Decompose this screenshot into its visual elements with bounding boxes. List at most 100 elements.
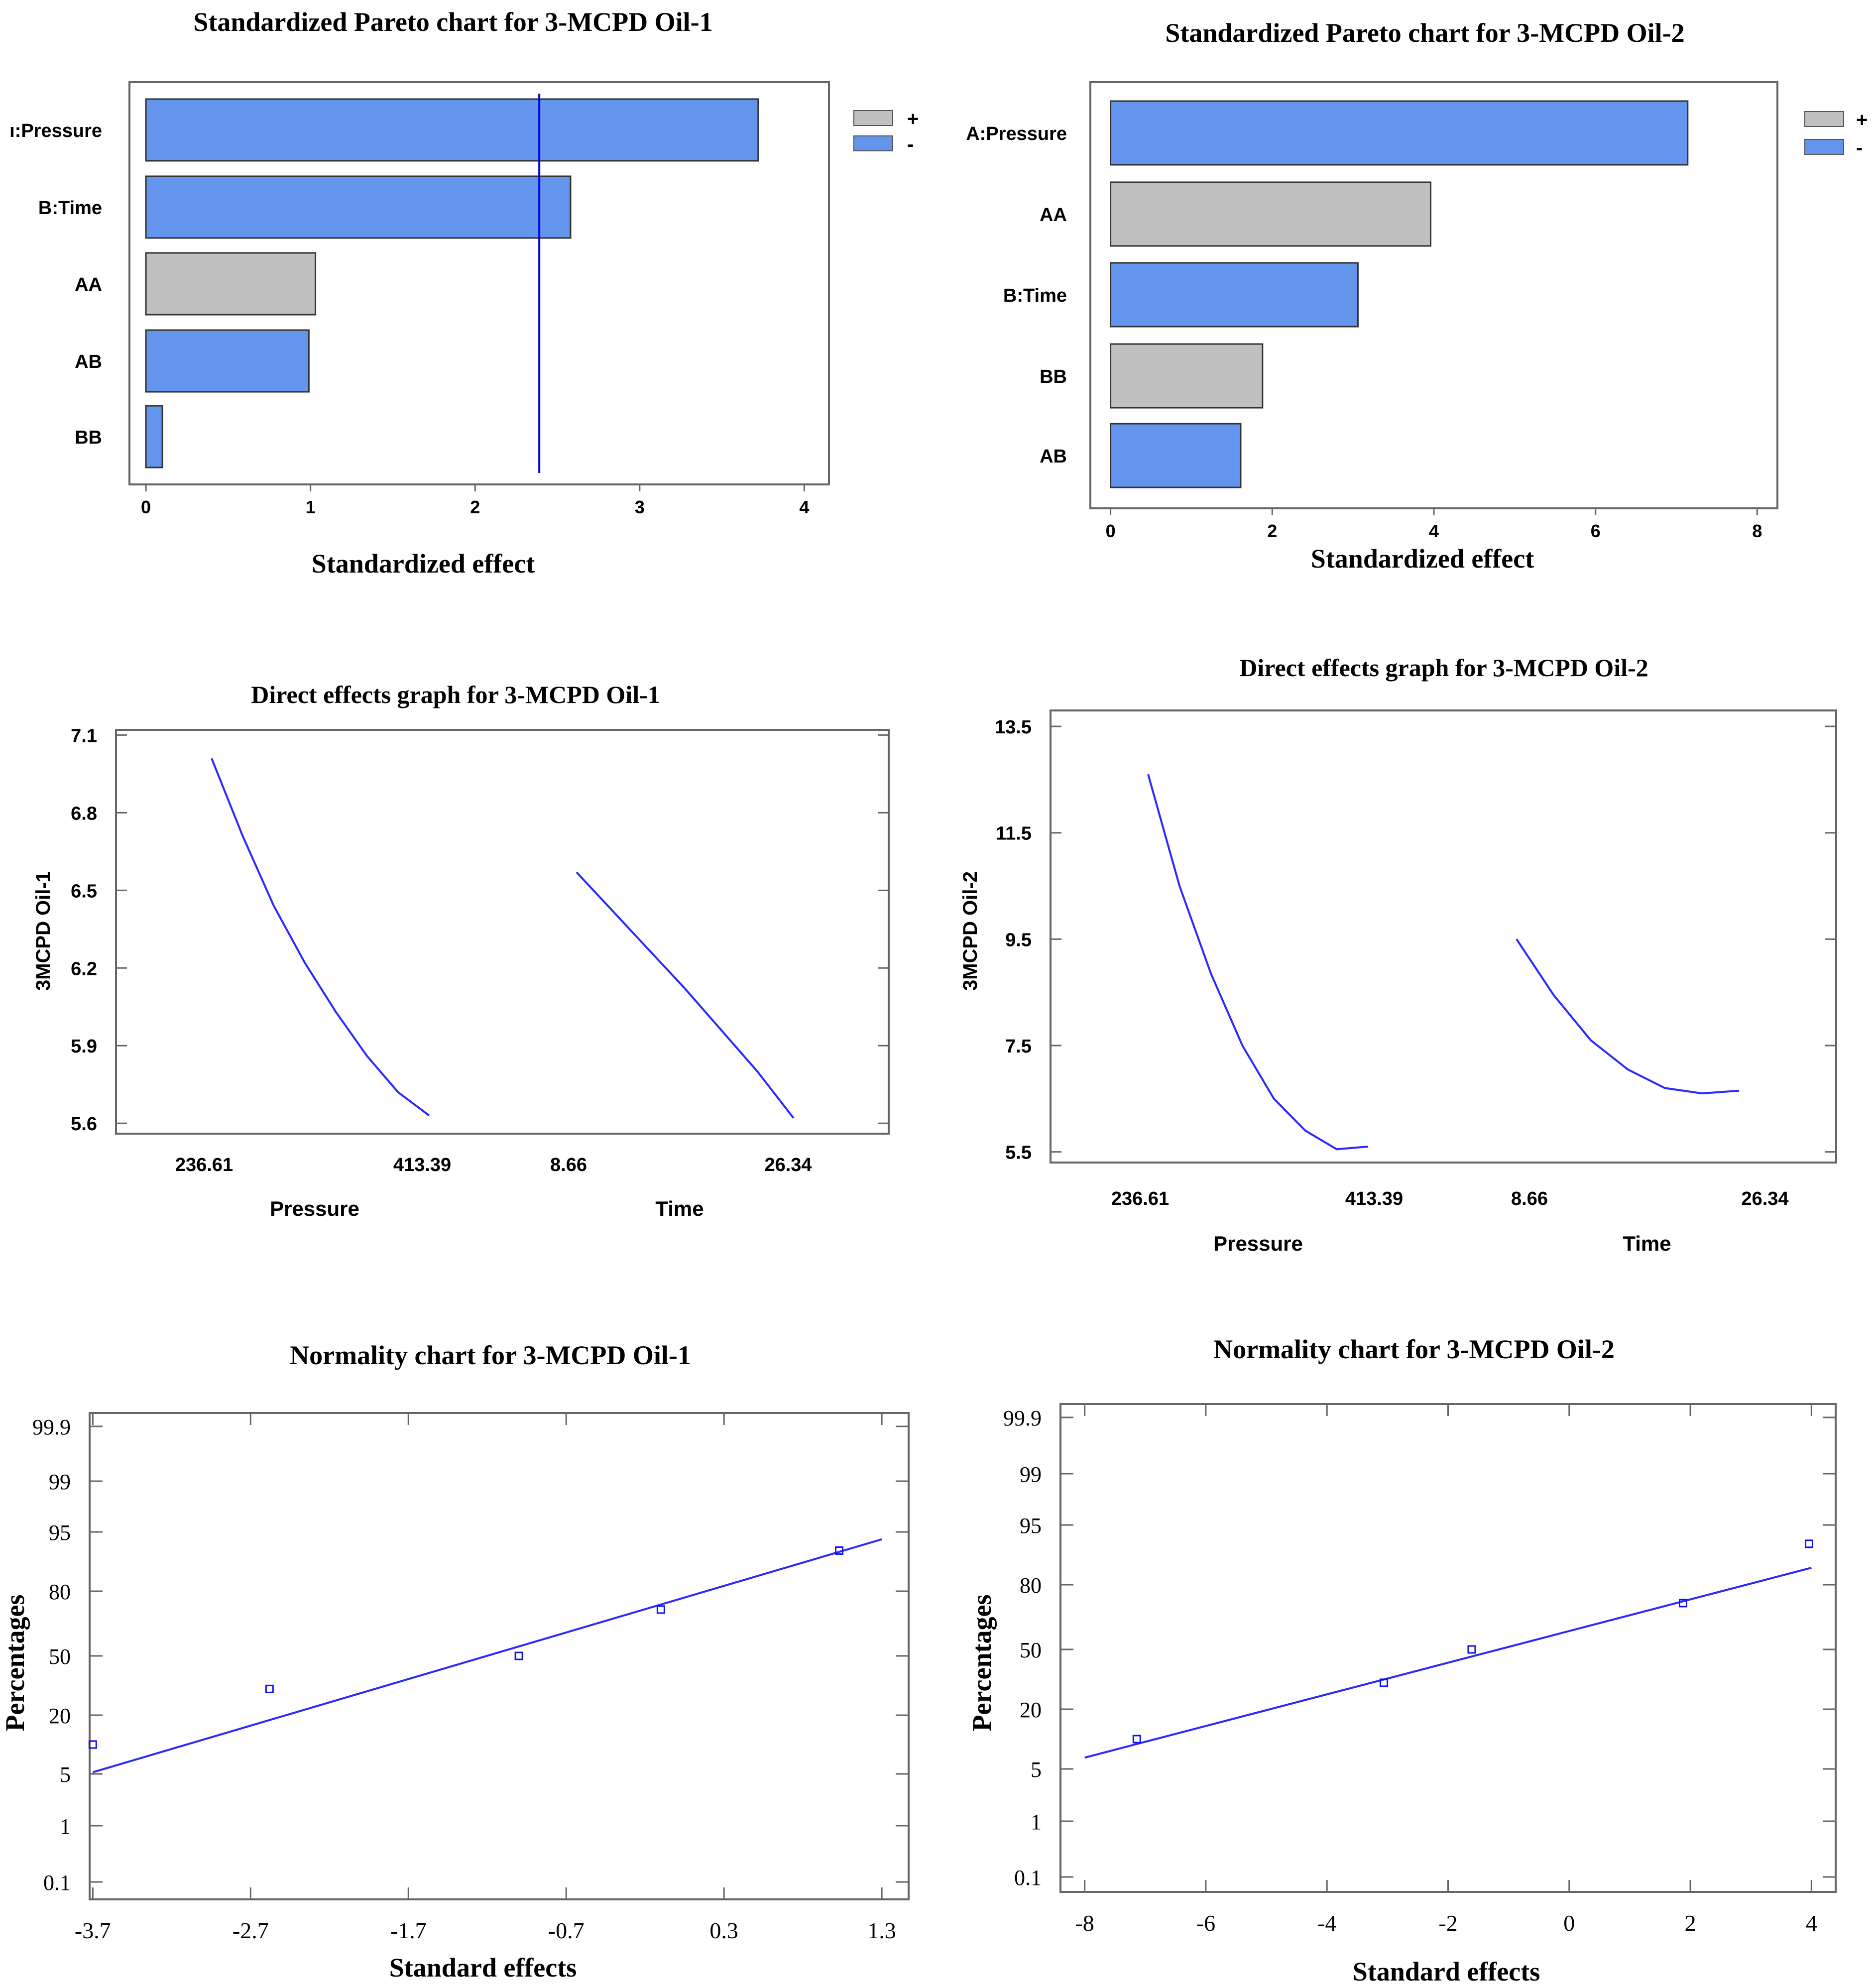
factor-name-label: Pressure bbox=[1213, 1232, 1303, 1255]
x-tick-label: 1.3 bbox=[867, 1918, 896, 1943]
pareto1-plot-frame bbox=[128, 81, 830, 485]
x-tick-label: -2 bbox=[1438, 1910, 1457, 1936]
category-label: BB bbox=[75, 427, 102, 448]
y-tick-label: 80 bbox=[1020, 1573, 1042, 1598]
x-tick-label: 1 bbox=[306, 497, 316, 517]
x-tick-label: 3 bbox=[635, 497, 645, 517]
normal1-title: Normality chart for 3-MCPD Oil-1 bbox=[290, 1340, 691, 1370]
y-tick-label: 1 bbox=[60, 1814, 71, 1839]
direct2-plot-frame bbox=[1050, 709, 1837, 1164]
category-label: AA bbox=[1040, 205, 1067, 226]
x-tick-label: -6 bbox=[1196, 1910, 1215, 1936]
pareto1-title: Standardized Pareto chart for 3-MCPD Oil… bbox=[193, 7, 712, 37]
pareto1-legend: + - bbox=[853, 108, 919, 155]
data-point bbox=[1467, 1645, 1476, 1654]
data-point bbox=[1678, 1599, 1687, 1608]
normal2-plot-frame bbox=[1059, 1403, 1837, 1893]
y-tick-label: 99.9 bbox=[32, 1415, 71, 1439]
direct1-lines bbox=[211, 758, 795, 1119]
direct1-plot-frame bbox=[115, 729, 890, 1135]
x-tick-label: 4 bbox=[799, 497, 809, 517]
pareto2-category-labels: A:Pressure AA B:Time BB AB bbox=[966, 123, 1067, 467]
x-tick-label: -8 bbox=[1075, 1910, 1094, 1936]
data-point bbox=[656, 1605, 665, 1614]
direct-effects-chart-2: Direct effects graph for 3-MCPD Oil-2 13… bbox=[959, 654, 1837, 1255]
normal1-x-axis-label: Standard effects bbox=[389, 1953, 577, 1983]
y-tick-label: 99.9 bbox=[1003, 1406, 1042, 1430]
pareto-chart-2: Standardized Pareto chart for 3-MCPD Oil… bbox=[966, 18, 1868, 574]
effect-line-pressure bbox=[1147, 774, 1369, 1151]
pareto1-legend-plus: + bbox=[907, 108, 919, 130]
fit-line bbox=[1084, 1566, 1812, 1759]
category-label: ı:Pressure bbox=[9, 120, 102, 141]
bar bbox=[1110, 262, 1359, 328]
category-label: A:Pressure bbox=[966, 123, 1067, 144]
pareto1-legend-minus: - bbox=[907, 133, 914, 155]
bar bbox=[145, 405, 163, 468]
normal1-y-axis-label: Percentages bbox=[0, 1595, 30, 1732]
pareto1-x-ticks: 0 1 2 3 4 bbox=[141, 484, 809, 517]
x-tick-label: 8 bbox=[1752, 521, 1762, 541]
y-tick-label: 6.5 bbox=[71, 881, 97, 902]
y-tick-label: 80 bbox=[49, 1580, 71, 1604]
factor-high-label: 26.34 bbox=[1741, 1188, 1788, 1209]
data-point bbox=[1804, 1539, 1813, 1548]
bar bbox=[145, 252, 317, 316]
effect-line-time bbox=[576, 871, 795, 1119]
x-tick-label: 6 bbox=[1591, 521, 1601, 541]
factor-low-label: 236.61 bbox=[1111, 1188, 1169, 1209]
y-tick-label: 6.2 bbox=[71, 958, 97, 979]
normal1-marks bbox=[88, 1538, 882, 1773]
direct1-ticks: 7.1 6.8 6.5 6.2 5.9 5.6 236.61 413.39 Pressure 8.… bbox=[71, 725, 889, 1220]
pareto-chart-1: Standardized Pareto chart for 3-MCPD Oil… bbox=[9, 7, 919, 579]
bar bbox=[145, 329, 310, 393]
pareto1-x-axis-label: Standardized effect bbox=[312, 549, 535, 579]
y-tick-label: 1 bbox=[1031, 1810, 1042, 1834]
x-tick-label: 4 bbox=[1429, 521, 1439, 541]
pareto2-x-ticks: 0 2 4 6 8 bbox=[1106, 508, 1762, 541]
pareto2-bars bbox=[1110, 100, 1689, 488]
factor-high-label: 413.39 bbox=[1345, 1188, 1403, 1209]
normal2-y-axis-label: Percentages bbox=[967, 1595, 997, 1732]
bar bbox=[1110, 181, 1432, 247]
x-tick-label: -1.7 bbox=[390, 1918, 427, 1943]
pareto2-legend-swatch-plus bbox=[1804, 111, 1844, 127]
x-tick-label: 0 bbox=[1563, 1910, 1575, 1936]
direct2-title: Direct effects graph for 3-MCPD Oil-2 bbox=[1239, 654, 1648, 682]
normal1-plot-frame bbox=[89, 1412, 910, 1900]
x-tick-label: 0.3 bbox=[709, 1918, 738, 1943]
y-tick-label: 50 bbox=[49, 1644, 71, 1669]
x-tick-label: 4 bbox=[1806, 1910, 1817, 1936]
factor-high-label: 26.34 bbox=[764, 1155, 812, 1175]
y-tick-label: 95 bbox=[1020, 1514, 1042, 1538]
pareto1-bars bbox=[145, 94, 759, 473]
y-tick-label: 0.1 bbox=[1014, 1866, 1042, 1890]
pareto1-legend-swatch-plus bbox=[853, 110, 893, 126]
factor-low-label: 8.66 bbox=[550, 1155, 587, 1175]
x-tick-label: 2 bbox=[470, 497, 480, 517]
factor-low-label: 236.61 bbox=[175, 1155, 233, 1175]
direct1-y-axis-label: 3MCPD Oil-1 bbox=[32, 871, 54, 991]
y-tick-label: 0.1 bbox=[43, 1871, 71, 1895]
normality-chart-1: Normality chart for 3-MCPD Oil-1 99.9999… bbox=[0, 1340, 910, 1983]
y-tick-label: 20 bbox=[1020, 1698, 1042, 1722]
y-tick-label: 7.1 bbox=[71, 725, 97, 746]
y-tick-label: 99 bbox=[1020, 1462, 1042, 1487]
category-label: AB bbox=[1040, 446, 1067, 467]
bar bbox=[1110, 343, 1264, 409]
category-label: AA bbox=[75, 274, 102, 295]
bar bbox=[1110, 100, 1689, 166]
pareto2-legend: + - bbox=[1804, 109, 1868, 159]
factor-low-label: 8.66 bbox=[1511, 1188, 1548, 1209]
category-label: AB bbox=[75, 351, 102, 372]
normality-chart-2: Normality chart for 3-MCPD Oil-2 99.9999… bbox=[967, 1334, 1837, 1987]
pareto2-legend-plus: + bbox=[1856, 109, 1868, 131]
category-label: B:Time bbox=[38, 198, 102, 219]
x-tick-label: 2 bbox=[1267, 521, 1277, 541]
data-point bbox=[514, 1651, 523, 1660]
direct2-lines bbox=[1147, 774, 1740, 1151]
y-tick-label: 5.5 bbox=[1005, 1143, 1032, 1164]
bar bbox=[145, 98, 759, 162]
x-tick-label: 0 bbox=[141, 497, 151, 517]
